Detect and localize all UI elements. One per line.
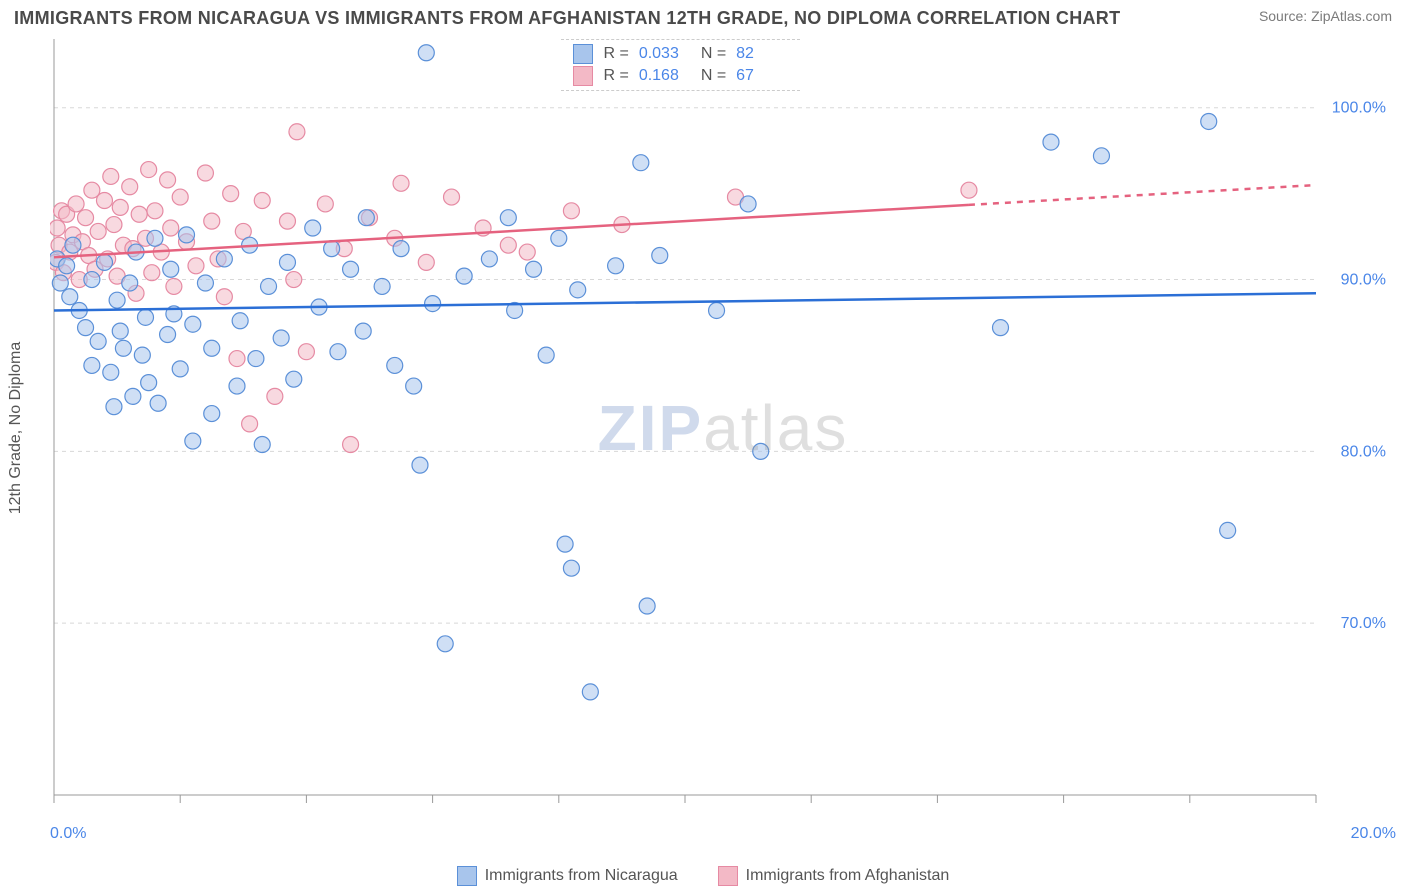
legend-swatch-icon <box>718 866 738 886</box>
chart-area: 12th Grade, No Diploma 70.0%80.0%90.0%10… <box>50 33 1396 823</box>
x-axis-max: 20.0% <box>1351 825 1396 843</box>
source-label: Source: ZipAtlas.com <box>1259 8 1392 24</box>
y-axis-label: 12th Grade, No Diploma <box>7 342 25 515</box>
correlation-legend: R =0.033N =82R =0.168N =67 <box>561 39 800 91</box>
legend: Immigrants from Nicaragua Immigrants fro… <box>0 866 1406 886</box>
legend-label: Immigrants from Nicaragua <box>485 867 678 885</box>
x-axis-labels: 0.0% 20.0% <box>0 823 1406 843</box>
legend-item-series1: Immigrants from Nicaragua <box>457 866 678 886</box>
scatter-plot: 70.0% 80.0% 90.0% 100.0% <box>50 33 1396 823</box>
x-axis-min: 0.0% <box>50 825 86 843</box>
legend-item-series2: Immigrants from Afghanistan <box>718 866 950 886</box>
svg-text:70.0%: 70.0% <box>1341 615 1386 632</box>
svg-text:90.0%: 90.0% <box>1341 272 1386 289</box>
chart-title: IMMIGRANTS FROM NICARAGUA VS IMMIGRANTS … <box>14 8 1120 29</box>
legend-swatch-icon <box>457 866 477 886</box>
legend-label: Immigrants from Afghanistan <box>746 867 950 885</box>
svg-text:100.0%: 100.0% <box>1332 100 1386 117</box>
svg-text:80.0%: 80.0% <box>1341 443 1386 460</box>
